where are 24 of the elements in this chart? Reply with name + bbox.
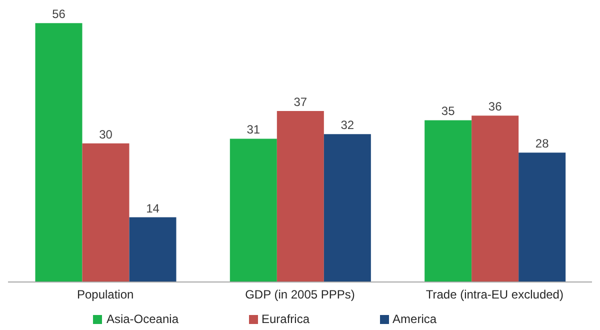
legend-label: Eurafrica [262, 312, 310, 326]
x-tick-label: Population [76, 288, 134, 302]
data-label: 32 [340, 118, 354, 132]
data-label: 30 [99, 127, 113, 142]
bar [424, 120, 472, 282]
legend-label: Asia-Oceania [106, 312, 178, 326]
bar [35, 23, 82, 282]
bar [518, 152, 566, 282]
data-label: 35 [441, 104, 456, 118]
x-tick-label: Trade (intra-EU excluded) [426, 288, 564, 302]
bar [129, 217, 176, 282]
bar [276, 110, 324, 282]
bar [324, 134, 371, 282]
bar [82, 143, 130, 282]
data-label: 14 [146, 201, 160, 216]
data-label: 36 [488, 100, 502, 114]
x-tick-label: GDP (in 2005 PPPs) [245, 288, 355, 302]
legend-label: America [392, 312, 437, 326]
data-label: 31 [246, 122, 260, 137]
bar [230, 138, 277, 282]
data-label: 56 [52, 7, 66, 22]
data-label: 28 [535, 136, 550, 151]
data-label: 37 [294, 94, 308, 109]
bar [472, 116, 519, 282]
